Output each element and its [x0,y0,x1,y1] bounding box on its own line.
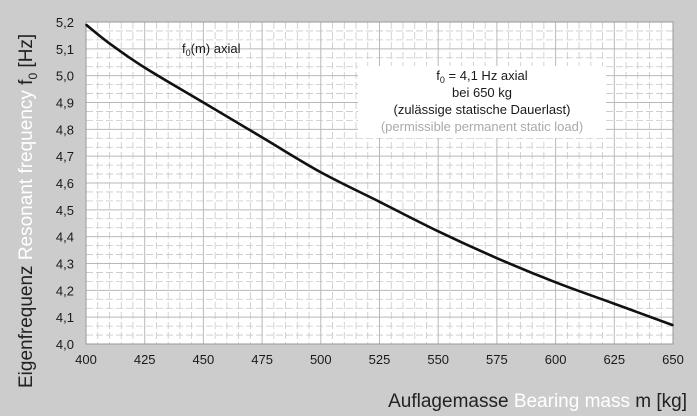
data-point [554,281,557,284]
data-point [261,136,263,139]
series-label: f0(m) axial [182,41,241,58]
x-tick-label: 450 [193,352,215,367]
data-point [202,101,205,104]
data-point [320,171,322,174]
data-point [496,257,498,259]
y-tick-label: 5,0 [56,69,74,84]
y-tick-label: 4,7 [56,149,74,164]
x-tick-label: 625 [603,352,625,367]
annotation-line1-sub: 0 [440,75,445,85]
x-tick-label: 475 [251,352,273,367]
y-tick-label: 4,9 [56,96,74,111]
y-tick-label: 4,0 [56,337,74,352]
x-axis-title: Auflagemasse Bearing mass m [kg] [388,391,687,413]
annotation-box [358,66,606,138]
y-tick-label: 4,4 [56,230,74,245]
y-tick-labels: 4,0 4,1 4,2 4,3 4,4 4,5 4,6 4,7 4,8 4,9 5,0 5,1 5,2 [56,15,74,352]
x-tick-label: 500 [310,352,332,367]
x-axis-title-de: Auflagemasse [388,391,509,412]
data-point [378,200,381,203]
x-tick-label: 650 [662,352,684,367]
x-tick-labels: 400 425 450 475 500 525 550 575 600 625 650 [75,352,684,367]
data-point [437,230,440,233]
y-tick-label: 4,3 [56,257,74,272]
x-tick-label: 575 [486,352,508,367]
data-point [108,42,111,45]
x-tick-label: 600 [545,352,567,367]
y-tick-label: 4,2 [56,283,74,298]
annotation-line1: f0 = 4,1 Hz axial [436,68,527,85]
y-tick-label: 4,8 [56,122,74,137]
x-axis-title-en: Bearing mass [513,391,630,412]
x-tick-label: 550 [427,352,449,367]
series-label-sub: 0 [186,48,191,58]
data-point [613,302,616,305]
data-point [85,23,87,26]
annotation-line2: bei 650 kg [452,85,512,100]
data-point [672,324,674,327]
annotation-line3: (zulässige statische Dauerlast) [393,102,570,117]
x-axis-title-symbol: m [kg] [635,391,687,412]
y-tick-label: 4,1 [56,310,74,325]
annotation-line4: (permissible permanent static load) [381,119,583,134]
series-label-main: f [182,41,186,56]
x-tick-label: 400 [75,352,97,367]
annotation-line1-rest: = 4,1 Hz axial [445,68,528,83]
y-tick-label: 4,5 [56,203,74,218]
y-tick-label: 5,2 [56,15,74,30]
data-point [143,66,146,69]
y-tick-label: 4,6 [56,176,74,191]
series-points [85,23,674,327]
annotation-line1-main: f [436,68,440,83]
x-tick-label: 525 [369,352,391,367]
x-tick-label: 425 [134,352,156,367]
plot-border [85,21,674,345]
y-tick-label: 5,1 [56,42,74,57]
series-label-rest: (m) axial [191,41,241,56]
